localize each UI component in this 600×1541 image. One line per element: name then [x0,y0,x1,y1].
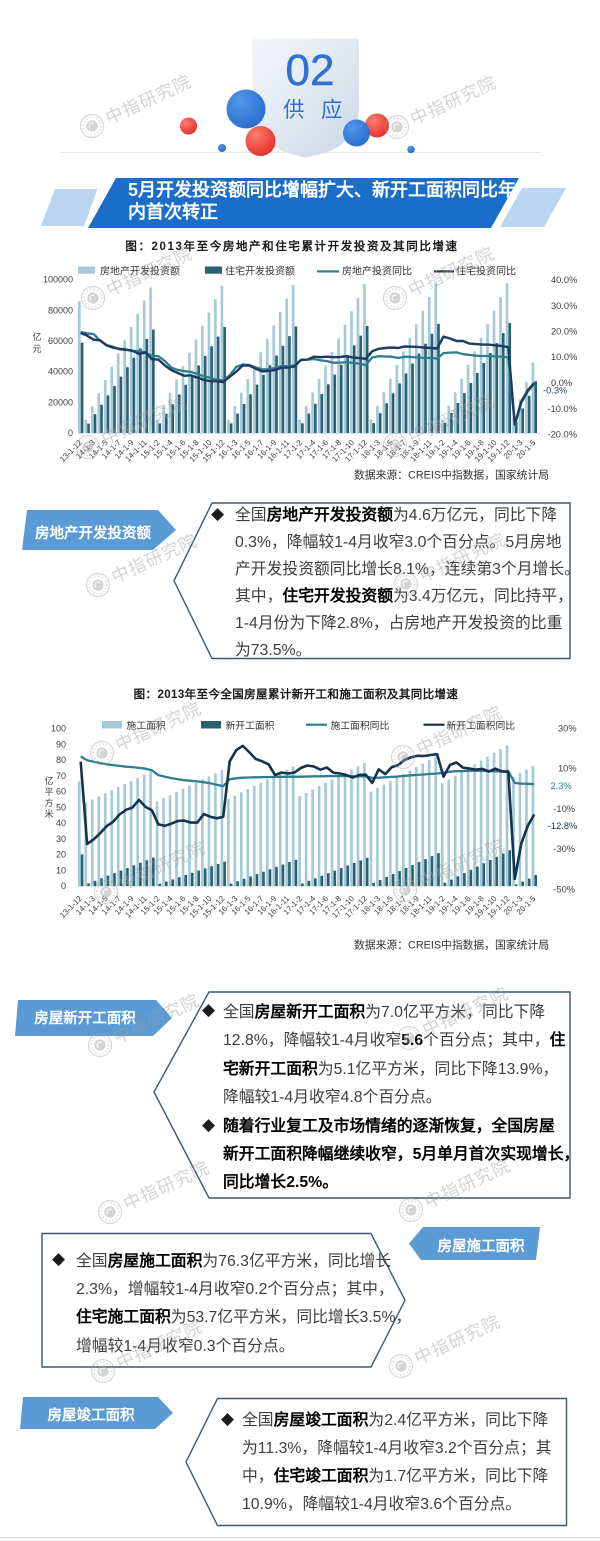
svg-text:元: 元 [32,344,41,354]
svg-text:-12.8%: -12.8% [548,821,577,831]
svg-text:方: 方 [44,797,53,808]
svg-text:中指研究院: 中指研究院 [416,529,508,586]
svg-text:中指研究院: 中指研究院 [120,1157,212,1214]
svg-text:30.0%: 30.0% [551,301,577,311]
svg-text:90: 90 [56,739,66,749]
svg-text:亿: 亿 [32,331,41,342]
svg-text:50: 50 [56,802,66,812]
svg-text:中指研究院: 中指研究院 [112,698,204,755]
svg-text:100: 100 [51,724,66,734]
svg-text:中指研究院: 中指研究院 [415,835,507,892]
svg-text:中指研究院: 中指研究院 [102,71,194,128]
svg-text:30: 30 [56,834,66,844]
svg-text:数据来源：CREIS中指数据，国家统计局: 数据来源：CREIS中指数据，国家统计局 [354,938,549,952]
svg-text:10.0%: 10.0% [551,352,577,362]
svg-text:60: 60 [56,787,66,797]
svg-text:中指研究院: 中指研究院 [411,1311,503,1368]
svg-text:80: 80 [56,755,66,765]
svg-text:0: 0 [61,881,66,891]
svg-text:图：2013年至今全国房屋累计新开工和施工面积及其同比增速: 图：2013年至今全国房屋累计新开工和施工面积及其同比增速 [134,687,459,701]
svg-text:中指研究院: 中指研究院 [407,72,499,129]
svg-text:中指研究院: 中指研究院 [413,702,505,759]
svg-text:中指研究院: 中指研究院 [108,530,200,587]
svg-text:住宅投资同比: 住宅投资同比 [456,265,516,278]
svg-text:-10%: -10% [553,804,575,814]
svg-text:10%: 10% [558,764,577,774]
svg-text:20000: 20000 [48,397,73,407]
svg-text:20: 20 [56,850,66,860]
svg-text:中指研究院: 中指研究院 [421,1155,513,1212]
svg-text:住宅开发投资额: 住宅开发投资额 [225,265,295,278]
svg-text:中指研究院: 中指研究院 [116,837,208,894]
svg-text:施工面积同比: 施工面积同比 [331,719,390,732]
svg-text:20.0%: 20.0% [551,327,577,337]
svg-text:40.0%: 40.0% [551,275,577,285]
svg-text:中指研究院: 中指研究院 [405,243,497,300]
svg-text:米: 米 [44,808,53,819]
svg-text:-30%: -30% [553,844,575,854]
svg-text:40000: 40000 [48,367,73,377]
svg-text:30%: 30% [558,724,577,734]
svg-text:数据来源：CREIS中指数据，国家统计局: 数据来源：CREIS中指数据，国家统计局 [354,468,549,482]
svg-text:房地产投资同比: 房地产投资同比 [342,265,412,278]
svg-text:-50%: -50% [553,884,575,894]
svg-text:60000: 60000 [48,336,73,346]
svg-text:图：2013年至今房地产和住宅累计开发投资及其同比增速: 图：2013年至今房地产和住宅累计开发投资及其同比增速 [125,239,458,253]
svg-text:中指研究院: 中指研究院 [113,1316,205,1373]
svg-text:-20.0%: -20.0% [548,430,577,440]
svg-text:10: 10 [56,865,66,875]
svg-text:80000: 80000 [48,305,73,315]
svg-text:新开工面积同比: 新开工面积同比 [447,719,516,732]
svg-text:40: 40 [56,818,66,828]
svg-text:房地产开发投资额: 房地产开发投资额 [100,265,180,278]
svg-text:中指研究院: 中指研究院 [110,990,202,1047]
svg-text:平: 平 [44,787,53,797]
svg-text:中指研究院: 中指研究院 [103,243,195,300]
svg-text:中指研究院: 中指研究院 [419,983,511,1040]
svg-text:0.0%: 0.0% [551,378,572,388]
svg-text:-10.0%: -10.0% [548,404,577,414]
svg-text:新开工面积: 新开工面积 [226,719,275,732]
svg-text:中指研究院: 中指研究院 [98,392,190,449]
svg-text:2.3%: 2.3% [551,781,572,791]
svg-text:100000: 100000 [43,275,73,285]
svg-text:施工面积: 施工面积 [127,719,166,732]
svg-text:亿: 亿 [44,775,53,786]
svg-text:中指研究院: 中指研究院 [405,390,497,447]
svg-text:0: 0 [68,428,73,438]
svg-text:70: 70 [56,771,66,781]
svg-text:-0.3%: -0.3% [543,386,567,396]
